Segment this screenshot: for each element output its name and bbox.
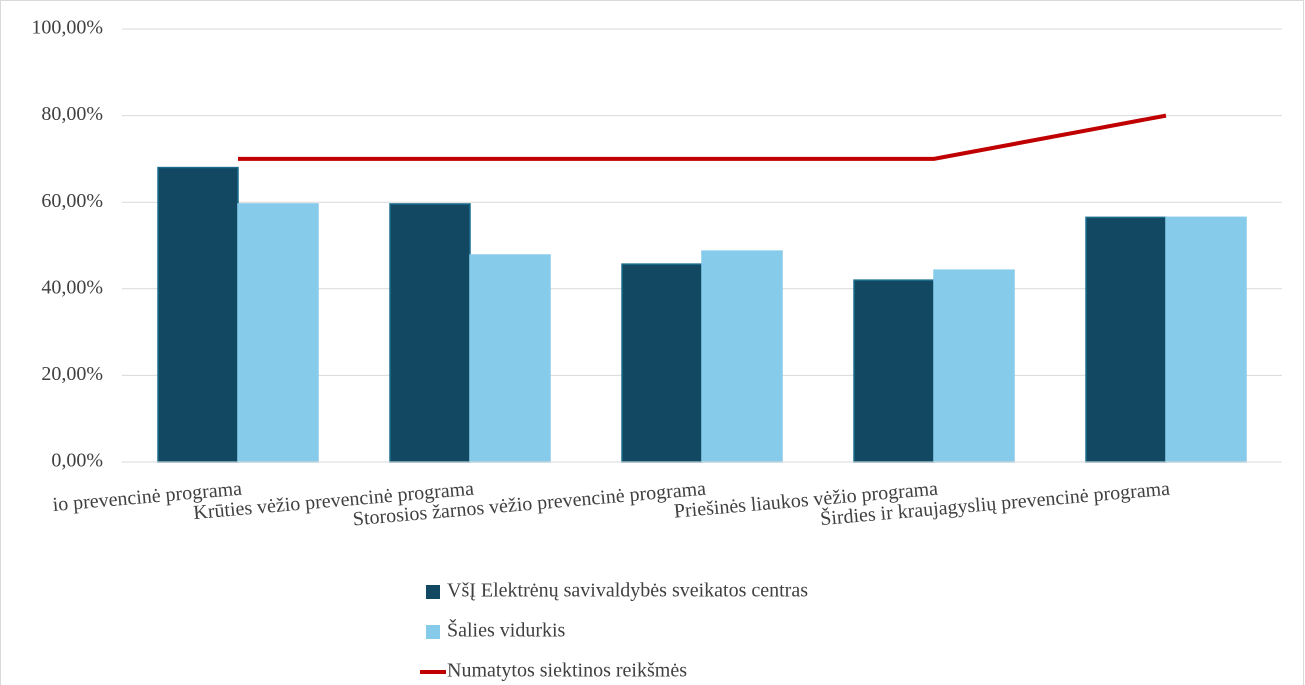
legend-label: Numatytos siektinos reikšmės xyxy=(447,660,687,682)
legend-label: VšĮ Elektrėnų savivaldybės sveikatos cen… xyxy=(447,580,808,602)
y-tick-label: 100,00% xyxy=(31,17,103,39)
bar xyxy=(933,269,1015,463)
bar xyxy=(237,203,319,463)
legend-label: Šalies vidurkis xyxy=(447,618,566,642)
bar xyxy=(1085,216,1167,463)
legend-swatch xyxy=(426,585,440,599)
y-tick-label: 80,00% xyxy=(41,103,103,125)
bar xyxy=(853,279,935,463)
y-tick-label: 60,00% xyxy=(41,190,103,212)
bar xyxy=(1165,216,1247,463)
line-series xyxy=(238,113,1167,161)
legend-swatch xyxy=(426,625,440,639)
y-tick-label: 20,00% xyxy=(41,363,103,385)
bar xyxy=(621,263,703,463)
bar xyxy=(701,250,783,463)
y-tick-label: 40,00% xyxy=(41,276,103,298)
bar xyxy=(389,203,471,463)
bar xyxy=(157,166,239,463)
y-tick-label: 0,00% xyxy=(51,450,103,472)
bar xyxy=(469,254,551,463)
